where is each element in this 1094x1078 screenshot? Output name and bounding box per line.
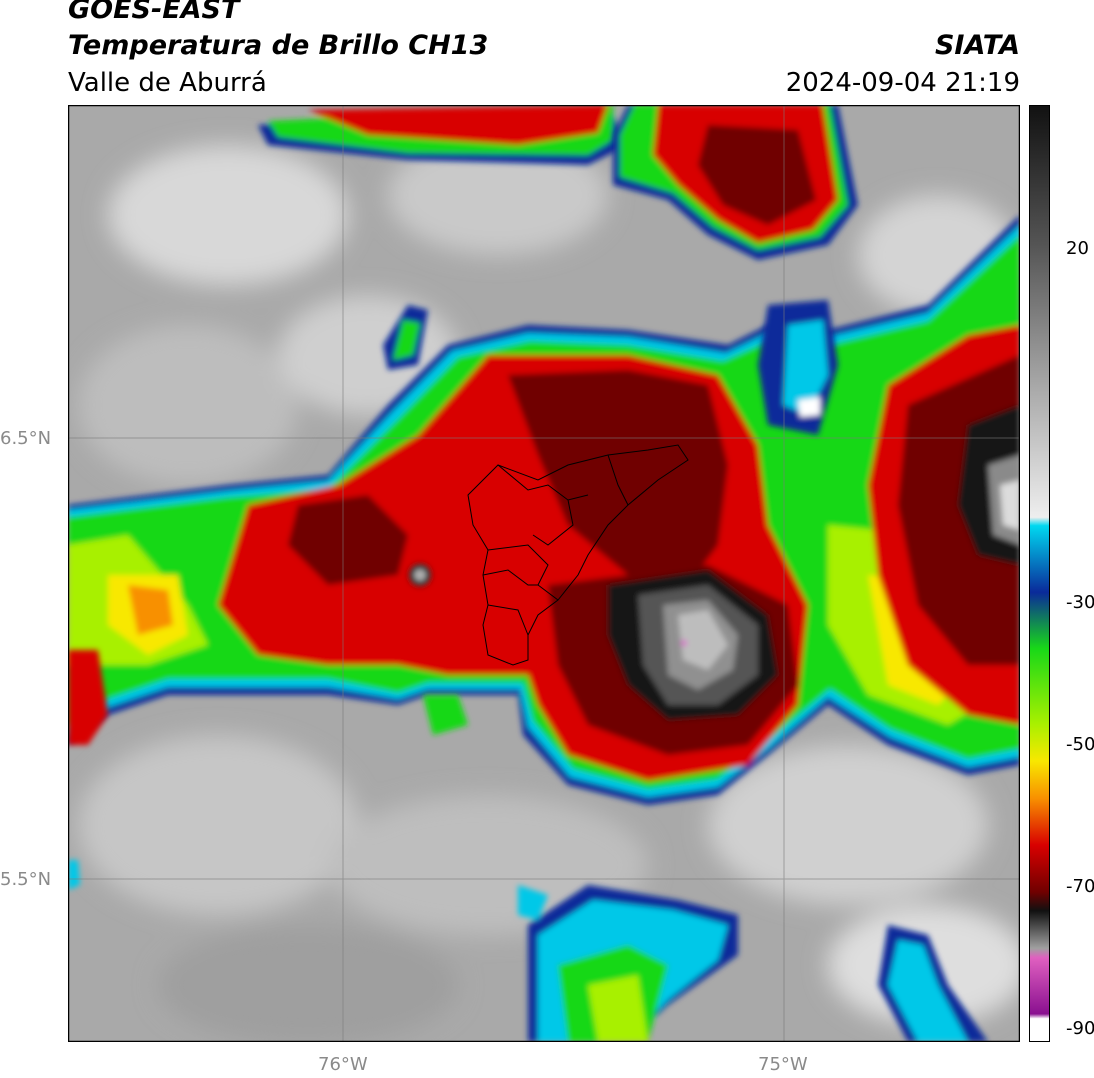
colorbar-tick-minus30: -30 xyxy=(1066,592,1094,613)
storm-north-band xyxy=(258,105,628,165)
aburra-valley-boundaries xyxy=(467,444,689,666)
region-label: Valle de Aburrá xyxy=(68,68,267,98)
temperature-colorbar xyxy=(1029,105,1050,1042)
map-gridlines xyxy=(68,105,1020,1042)
brightness-temperature-map xyxy=(68,105,1020,1042)
map-frame xyxy=(68,105,1020,1042)
organization-label: SIATA xyxy=(934,30,1020,61)
lon-label-76W: 76°W xyxy=(318,1054,368,1075)
colorbar-tick-minus70: -70 xyxy=(1066,876,1094,897)
colorbar-tick-minus50: -50 xyxy=(1066,734,1094,755)
satellite-title: GOES-EAST xyxy=(68,0,240,25)
lat-label-5-5N: 5.5°N xyxy=(0,869,52,890)
storm-south-fragments xyxy=(68,860,988,1042)
storm-northeast-cell xyxy=(613,105,858,260)
storm-fragments xyxy=(68,300,838,745)
colorbar-tick-minus90: -90 xyxy=(1066,1018,1094,1039)
product-title: Temperatura de Brillo CH13 xyxy=(68,30,489,61)
lon-label-75W: 75°W xyxy=(758,1054,808,1075)
lat-label-6-5N: 6.5°N xyxy=(0,428,52,449)
datetime-label: 2024-09-04 21:19 xyxy=(785,68,1020,98)
colorbar-tick-20: 20 xyxy=(1066,238,1089,259)
